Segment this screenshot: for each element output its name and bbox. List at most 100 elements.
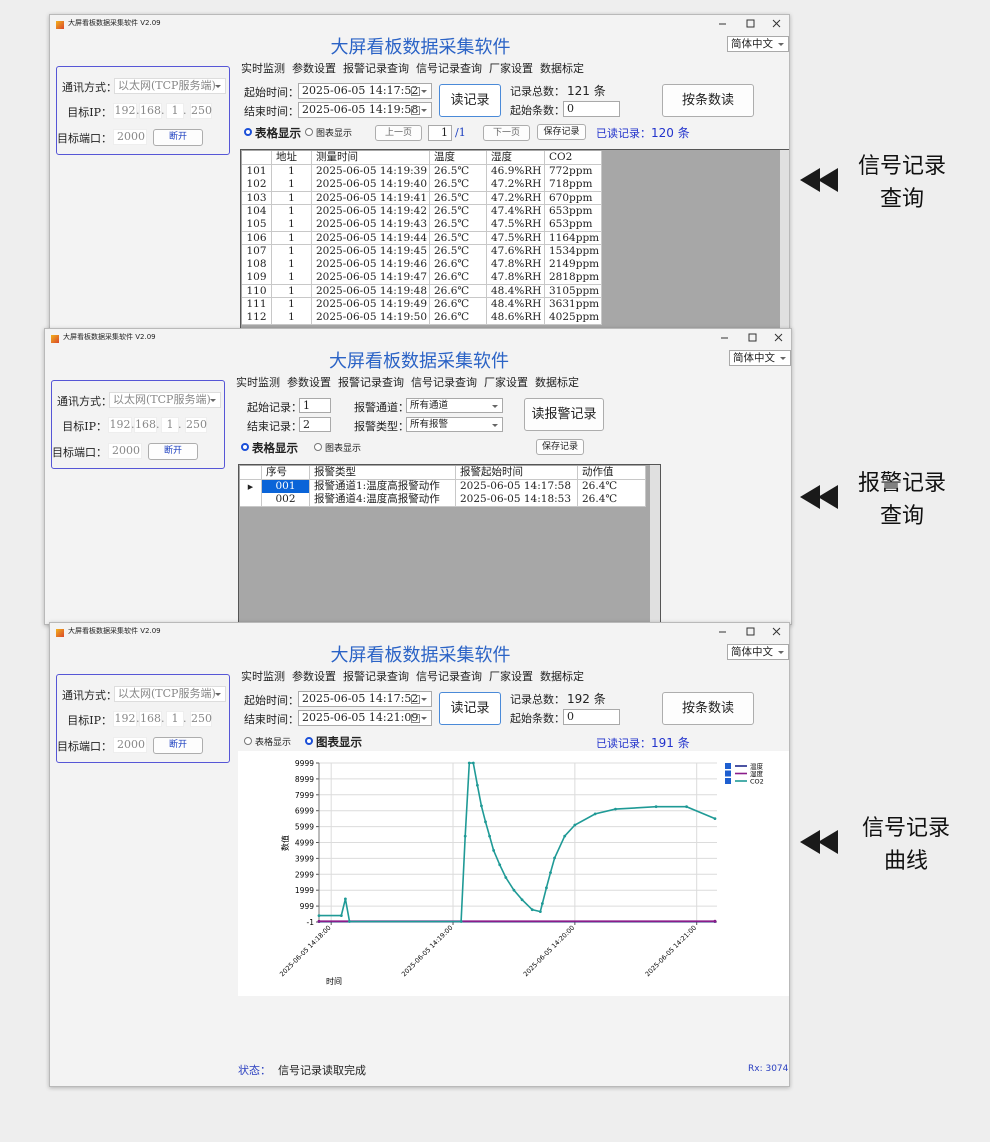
table-cell: 110 xyxy=(242,284,272,299)
ip-field[interactable]: 250 xyxy=(185,417,207,433)
radio-table[interactable] xyxy=(244,128,252,136)
language-select[interactable]: 简体中文 xyxy=(727,644,789,660)
data-point xyxy=(685,805,688,809)
ip-field[interactable]: 1 xyxy=(166,711,184,727)
ip-separator: . xyxy=(131,418,135,431)
total-label: 记录总数： xyxy=(510,693,565,706)
tab: 信号记录查询 xyxy=(416,62,482,75)
table-cell: 26.5℃ xyxy=(430,178,487,193)
tab: 厂家设置 xyxy=(489,670,533,683)
port-field[interactable]: 2000 xyxy=(113,737,147,753)
mode-select[interactable]: 以太网(TCP服务端) xyxy=(114,686,226,702)
table-cell: 653ppm xyxy=(545,204,602,219)
read-by-count-button[interactable]: 按条数读 xyxy=(662,84,754,117)
read-count: 191 条 xyxy=(651,736,690,750)
end-label: 结束时间： xyxy=(244,105,299,118)
mode-select[interactable]: 以太网(TCP服务端) xyxy=(114,78,226,94)
tab: 信号记录查询 xyxy=(416,670,482,683)
end-record[interactable]: 2 xyxy=(299,417,331,432)
read-button[interactable]: 读记录 xyxy=(439,84,501,117)
mode-label: 通讯方式： xyxy=(62,689,117,702)
page-field[interactable]: 1 xyxy=(428,125,452,141)
table-cell xyxy=(240,493,262,508)
tab: 实时监测 xyxy=(241,670,285,683)
port-field[interactable]: 2000 xyxy=(108,443,142,459)
ip-field[interactable]: 250 xyxy=(190,103,212,119)
disconnect-button[interactable]: 断开 xyxy=(148,443,198,460)
end-time[interactable]: 2025-06-05 14:19:58 xyxy=(298,102,432,118)
y-tick-label: 3999 xyxy=(295,854,314,863)
x-tick-label: 2025-06-05 14:19:00 xyxy=(400,924,454,978)
ip-separator: . xyxy=(136,104,140,117)
tab: 厂家设置 xyxy=(484,376,528,389)
table-cell: 47.5%RH xyxy=(487,218,545,232)
port-field[interactable]: 2000 xyxy=(113,129,147,145)
read-alarm-button[interactable]: 读报警记录 xyxy=(524,398,604,431)
save-button[interactable]: 保存记录 xyxy=(537,124,586,140)
data-point xyxy=(471,761,475,765)
language-select[interactable]: 简体中文 xyxy=(727,36,789,52)
tab: 数据标定 xyxy=(535,376,579,389)
callout-text: 信号记录 xyxy=(861,816,950,841)
start-time[interactable]: 2025-06-05 14:17:52 xyxy=(298,83,432,99)
start-record-label: 起始记录： xyxy=(247,401,302,414)
channel-label: 报警通道： xyxy=(354,401,409,414)
type-select[interactable]: 所有报警 xyxy=(406,417,503,432)
column-header: 序号 xyxy=(262,466,310,480)
radio-chart[interactable] xyxy=(314,443,322,451)
read-by-count-button[interactable]: 按条数读 xyxy=(662,692,754,725)
ip-field[interactable]: 192 xyxy=(113,103,137,119)
radio-table[interactable] xyxy=(241,443,249,451)
end-time[interactable]: 2025-06-05 14:21:09 xyxy=(298,710,432,726)
callout-text: 查询 xyxy=(879,187,924,212)
window-controls[interactable] xyxy=(709,625,789,639)
read-count-label: 已读记录： xyxy=(596,737,651,750)
radio-chart[interactable] xyxy=(305,128,313,136)
radio-chart[interactable] xyxy=(305,737,313,745)
port-label: 目标端口： xyxy=(57,740,112,753)
table-cell: ▶ xyxy=(240,480,262,494)
prev-button[interactable]: 上一页 xyxy=(375,125,422,141)
x-tick-label: 2025-06-05 14:18:00 xyxy=(278,924,332,978)
start-index-label: 起始条数： xyxy=(510,104,565,117)
radio-table[interactable] xyxy=(244,737,252,745)
ip-field[interactable]: 192 xyxy=(108,417,132,433)
ip-field[interactable]: 168 xyxy=(139,711,162,727)
column-header xyxy=(242,151,272,165)
table-cell: 1 xyxy=(272,191,312,206)
disconnect-button[interactable]: 断开 xyxy=(153,129,203,146)
table-cell: 47.8%RH xyxy=(487,258,545,272)
ip-separator: . xyxy=(136,712,140,725)
arrow-head xyxy=(818,168,838,192)
ip-field[interactable]: 1 xyxy=(166,103,184,119)
x-tick-label: 2025-06-05 14:21:00 xyxy=(644,924,698,978)
tab: 参数设置 xyxy=(292,670,336,683)
save-button[interactable]: 保存记录 xyxy=(536,439,584,455)
ip-field[interactable]: 168 xyxy=(139,103,162,119)
page-total: /1 xyxy=(455,126,466,139)
next-button[interactable]: 下一页 xyxy=(483,125,530,141)
read-button[interactable]: 读记录 xyxy=(439,692,501,725)
channel-select[interactable]: 所有通道 xyxy=(406,398,503,413)
window-controls[interactable] xyxy=(711,331,791,345)
ip-field[interactable]: 168 xyxy=(134,417,157,433)
data-point xyxy=(573,823,577,827)
table-cell: 1 xyxy=(272,231,312,246)
start-record[interactable]: 1 xyxy=(299,398,331,413)
start-index[interactable]: 0 xyxy=(563,709,620,725)
start-time[interactable]: 2025-06-05 14:17:52 xyxy=(298,691,432,707)
mode-select[interactable]: 以太网(TCP服务端) xyxy=(109,392,221,408)
table-cell: 3105ppm xyxy=(545,284,602,299)
ip-field[interactable]: 1 xyxy=(161,417,179,433)
radio-label: 表格显示 xyxy=(255,126,301,140)
disconnect-button[interactable]: 断开 xyxy=(153,737,203,754)
legend-checkbox xyxy=(725,778,731,784)
language-select[interactable]: 简体中文 xyxy=(729,350,791,366)
ip-field[interactable]: 250 xyxy=(190,711,212,727)
start-index[interactable]: 0 xyxy=(563,101,620,117)
maximize-icon xyxy=(746,627,755,636)
ip-field[interactable]: 192 xyxy=(113,711,137,727)
data-point xyxy=(317,919,321,923)
window-controls[interactable] xyxy=(709,17,789,31)
y-tick-label: -1 xyxy=(307,918,315,927)
